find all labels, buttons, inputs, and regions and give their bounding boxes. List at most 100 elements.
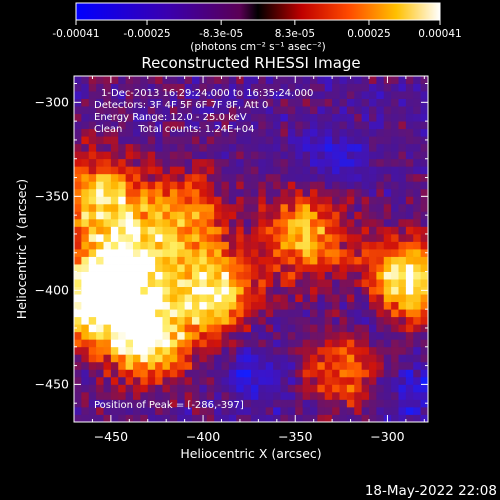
heatmap-cell <box>376 106 385 115</box>
heatmap-cell <box>273 211 281 220</box>
heatmap-cell <box>155 98 163 107</box>
heatmap-cell <box>332 376 340 385</box>
heatmap-cell <box>221 414 230 422</box>
heatmap-cell <box>133 151 141 160</box>
heatmap-cell <box>361 249 370 257</box>
heatmap-cell <box>265 211 274 220</box>
heatmap-cell <box>243 271 252 280</box>
heatmap-cell <box>369 226 377 235</box>
heatmap-cell <box>236 414 245 422</box>
heatmap-cell <box>110 143 119 152</box>
heatmap-cell <box>199 211 208 220</box>
heatmap-cell <box>155 241 163 250</box>
heatmap-cell <box>376 203 385 212</box>
heatmap-cell <box>214 354 222 363</box>
heatmap-cell <box>405 173 414 182</box>
heatmap-cell <box>258 91 267 99</box>
heatmap-cell <box>361 406 370 415</box>
heatmap-cell <box>140 316 149 325</box>
heatmap-cell <box>118 339 127 348</box>
heatmap-cell <box>236 233 245 242</box>
heatmap-cell <box>206 181 215 190</box>
heatmap-cell <box>317 106 326 115</box>
heatmap-cell <box>391 294 399 303</box>
heatmap-cell <box>221 181 230 190</box>
heatmap-cell <box>391 196 399 205</box>
heatmap-cell <box>265 264 274 272</box>
heatmap-cell <box>391 98 399 107</box>
heatmap-cell <box>199 354 208 363</box>
heatmap-cell <box>96 241 104 250</box>
heatmap-cell <box>369 211 377 220</box>
heatmap-cell <box>332 309 340 318</box>
heatmap-cell <box>339 128 348 137</box>
heatmap-cell <box>251 286 259 295</box>
heatmap-cell <box>420 309 428 318</box>
heatmap-cell <box>383 196 392 205</box>
heatmap-cell <box>332 399 340 408</box>
heatmap-cell <box>236 226 245 235</box>
heatmap-cell <box>199 128 208 137</box>
heatmap-cell <box>184 91 193 99</box>
heatmap-cell <box>251 406 259 415</box>
heatmap-cell <box>96 76 104 84</box>
heatmap-cell <box>376 414 385 422</box>
heatmap-cell <box>310 249 318 257</box>
heatmap-cell <box>369 399 377 408</box>
heatmap-cell <box>346 203 355 212</box>
heatmap-cell <box>96 391 104 400</box>
heatmap-cell <box>295 143 304 152</box>
heatmap-cell <box>81 188 90 197</box>
heatmap-cell <box>214 136 222 145</box>
heatmap-cell <box>346 324 355 333</box>
heatmap-cell <box>103 211 112 220</box>
heatmap-cell <box>110 331 119 340</box>
heatmap-cell <box>258 196 267 205</box>
heatmap-cell <box>103 151 112 160</box>
heatmap-cell <box>162 173 171 182</box>
heatmap-cell <box>383 143 392 152</box>
heatmap-cell <box>391 286 399 295</box>
heatmap-cell <box>103 399 112 408</box>
heatmap-cell <box>206 151 215 160</box>
heatmap-cell <box>251 233 259 242</box>
heatmap-cell <box>258 218 267 227</box>
heatmap-cell <box>140 166 149 175</box>
heatmap-cell <box>295 226 304 235</box>
heatmap-cell <box>369 406 377 415</box>
heatmap-cell <box>420 294 428 303</box>
heatmap-cell <box>324 301 333 310</box>
heatmap-cell <box>405 286 414 295</box>
heatmap-cell <box>162 316 171 325</box>
heatmap-cell <box>361 346 370 355</box>
heatmap-cell <box>214 324 222 333</box>
heatmap-cell <box>88 143 97 152</box>
heatmap-cell <box>295 414 304 422</box>
heatmap-cell <box>332 196 340 205</box>
heatmap-cell <box>324 173 333 182</box>
heatmap-cell <box>295 271 304 280</box>
heatmap-cell <box>221 384 230 393</box>
heatmap-cell <box>118 316 127 325</box>
heatmap-cell <box>361 339 370 348</box>
heatmap-cell <box>103 188 112 197</box>
heatmap-cell <box>74 241 82 250</box>
heatmap-cell <box>118 399 127 408</box>
heatmap-cell <box>177 241 186 250</box>
heatmap-cell <box>258 76 267 84</box>
heatmap-cell <box>199 233 208 242</box>
heatmap-cell <box>383 106 392 115</box>
heatmap-cell <box>74 354 82 363</box>
heatmap-cell <box>74 384 82 393</box>
heatmap-cell <box>310 331 318 340</box>
heatmap-cell <box>287 346 296 355</box>
heatmap-cell <box>125 294 134 303</box>
colorbar-gradient <box>75 2 441 21</box>
heatmap-cell <box>147 188 156 197</box>
heatmap-cell <box>125 173 134 182</box>
heatmap-cell <box>96 128 104 137</box>
heatmap-cell <box>221 279 230 288</box>
heatmap-cell <box>280 391 289 400</box>
heatmap-cell <box>339 294 348 303</box>
heatmap-cell <box>228 98 237 107</box>
